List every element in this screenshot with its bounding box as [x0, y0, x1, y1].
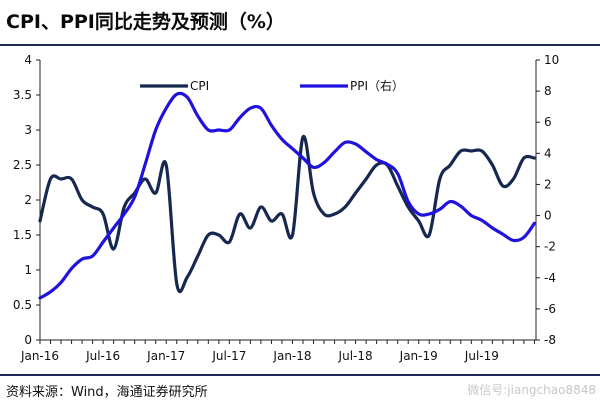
- x-tick-label: Jan-19: [399, 349, 438, 363]
- left-tick-label: 1: [24, 263, 32, 277]
- left-tick-label: 0: [24, 333, 32, 347]
- right-tick-label: 4: [544, 146, 552, 160]
- right-tick-label: -2: [544, 240, 556, 254]
- right-tick-label: -4: [544, 271, 556, 285]
- source-note: 资料来源：Wind，海通证券研究所: [6, 385, 208, 400]
- left-tick-label: 1.5: [13, 228, 32, 242]
- left-tick-label: 2.5: [13, 158, 32, 172]
- x-tick-label: Jul-16: [85, 349, 120, 363]
- right-tick-label: 6: [544, 115, 552, 129]
- right-tick-label: 10: [544, 53, 559, 67]
- x-tick-label: Jan-17: [146, 349, 185, 363]
- x-tick-label: Jul-18: [338, 349, 373, 363]
- left-tick-label: 4: [24, 53, 32, 67]
- chart-title: CPI、PPI同比走势及预测（%）: [6, 11, 285, 33]
- left-tick-label: 3: [24, 123, 32, 137]
- bottom-divider: [0, 374, 600, 376]
- left-tick-label: 2: [24, 193, 32, 207]
- x-tick-label: Jan-18: [272, 349, 311, 363]
- top-divider: [0, 44, 600, 46]
- legend: CPI PPI（右）: [140, 78, 404, 93]
- left-tick-label: 0.5: [13, 298, 32, 312]
- x-tick-label: Jan-16: [20, 349, 59, 363]
- series-layer: [38, 91, 536, 300]
- axes: 0 0.5 1 1.5 2 2.5 3 3.5 4 -8 -6 -4 -2 0 2 4 6 8 10 Jan-16 Ju…: [13, 53, 559, 363]
- right-tick-label: -8: [544, 333, 556, 347]
- legend-label-cpi: CPI: [190, 79, 209, 93]
- right-tick-label: -6: [544, 302, 556, 316]
- x-tick-label: Jul-17: [211, 349, 246, 363]
- series-line-cpi: [38, 135, 536, 294]
- x-tick-label: Jul-19: [464, 349, 499, 363]
- left-tick-label: 3.5: [13, 88, 32, 102]
- right-tick-label: 2: [544, 177, 552, 191]
- series-line-ppi: [38, 91, 536, 300]
- right-tick-label: 8: [544, 84, 552, 98]
- watermark: 微信号:jiangchao8848: [467, 383, 596, 397]
- right-tick-label: 0: [544, 209, 552, 223]
- legend-label-ppi: PPI（右）: [350, 78, 404, 93]
